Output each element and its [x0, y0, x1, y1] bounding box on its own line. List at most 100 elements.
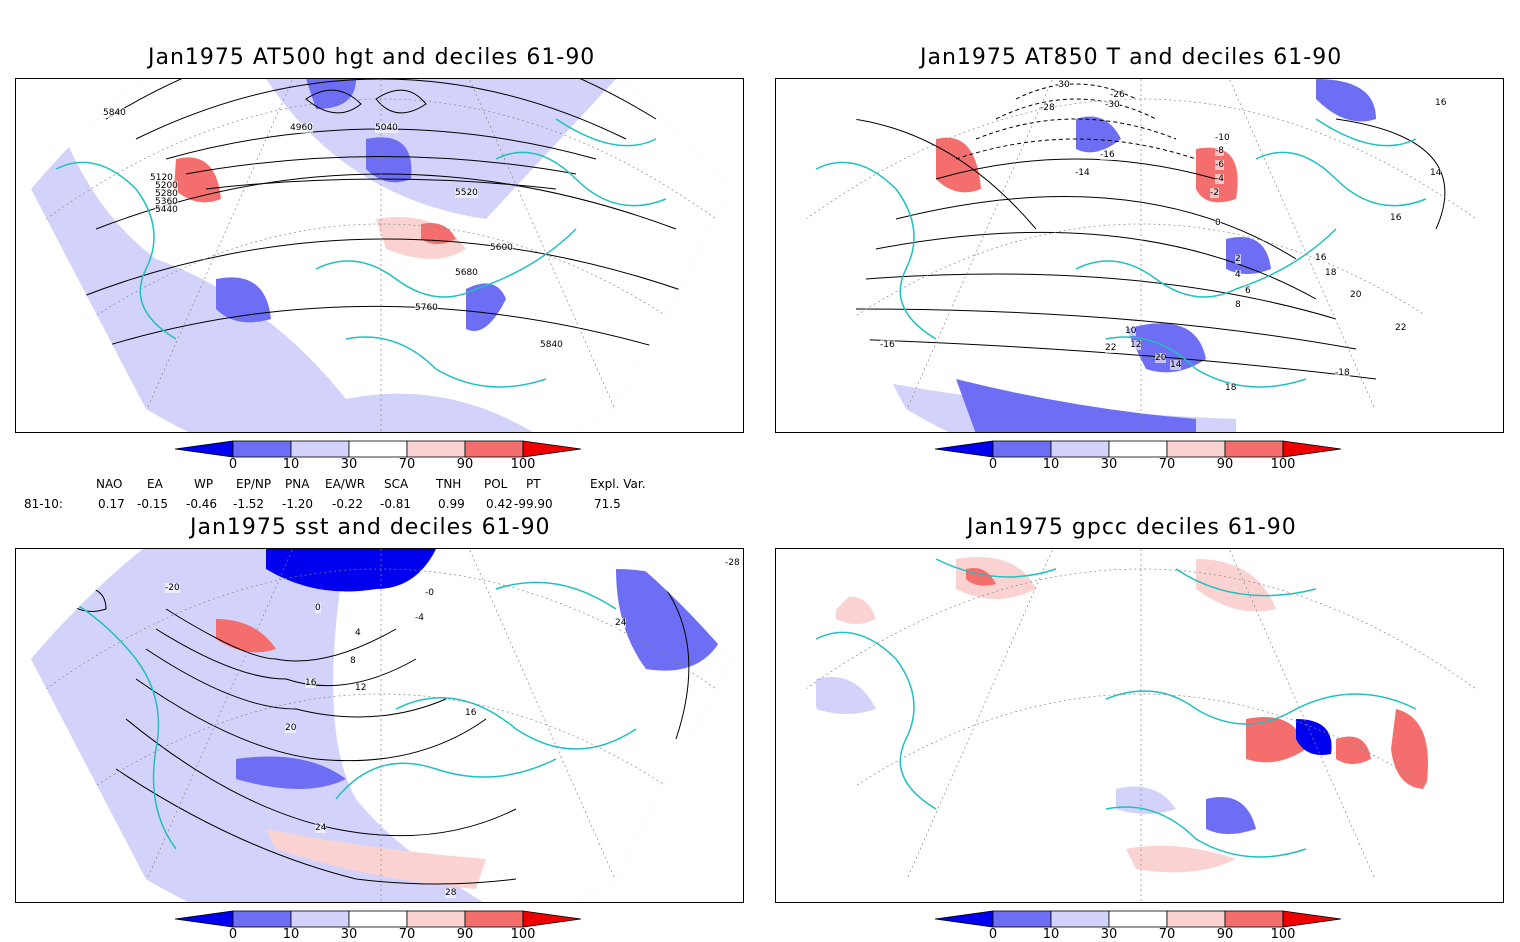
tc-header-eawr: EA/WR	[325, 477, 366, 491]
contour-label: 5840	[103, 108, 126, 118]
colorbar-swatch-3	[1108, 910, 1168, 928]
contour-label: -6	[1215, 160, 1224, 170]
panel-title-t850: Jan1975 AT850 T and deciles 61-90	[920, 45, 1343, 70]
colorbar-swatch-2	[290, 440, 350, 458]
colorbar-svg	[935, 440, 1342, 458]
colorbar-swatch-5	[1224, 910, 1284, 928]
colorbar-svg	[935, 910, 1342, 928]
contour-label: 5440	[155, 205, 178, 215]
contour-label: -18	[1335, 368, 1350, 378]
contour-label: -4	[1215, 174, 1224, 184]
colorbar-swatch-6	[522, 910, 582, 928]
colorbar-swatch-4	[1166, 910, 1226, 928]
tc-header-nao: NAO	[96, 477, 123, 491]
colorbar-label: 90	[456, 927, 474, 942]
colorbar-label: 30	[1100, 927, 1118, 942]
contour-label: 0	[315, 603, 321, 613]
colorbar-swatch-1	[992, 910, 1052, 928]
contour-label: 16	[465, 708, 477, 718]
contour-label: 5120	[150, 173, 173, 183]
colorbar-swatch-0	[935, 440, 994, 458]
contour-label: 5680	[455, 268, 478, 278]
colorbar-label: 90	[456, 457, 474, 472]
colorbar-label: 10	[1042, 457, 1060, 472]
tc-header-pna: PNA	[285, 477, 310, 491]
tc-value-expl-var: 71.5	[594, 497, 621, 511]
colorbar-swatch-6	[522, 440, 582, 458]
colorbar-swatch-6	[1282, 440, 1342, 458]
map-gpcc-svg	[791, 549, 1491, 902]
colorbar-top-right: 0 10 30 70 90 100	[935, 440, 1345, 480]
tc-header-sca: SCA	[384, 477, 409, 491]
contour-label: 4	[355, 628, 361, 638]
colorbar-swatch-4	[1166, 440, 1226, 458]
map-sst-svg	[31, 549, 731, 902]
colorbar-swatch-6	[1282, 910, 1342, 928]
colorbar-swatch-0	[175, 910, 234, 928]
contour-label: 14	[1170, 360, 1182, 370]
tc-value-sca: -0.81	[380, 497, 412, 511]
contour-label: -2	[1210, 188, 1219, 198]
colorbar-label: 30	[340, 457, 358, 472]
colorbar-label: 70	[1158, 457, 1176, 472]
contour-label: 20	[1155, 353, 1167, 363]
colorbar-swatch-1	[992, 440, 1052, 458]
tc-header-epnp: EP/NP	[236, 477, 272, 491]
colorbar-label: 100	[1270, 927, 1296, 942]
contour-label: 8	[1235, 300, 1241, 310]
colorbar-label: 100	[1270, 457, 1296, 472]
contour-label: -8	[1215, 146, 1224, 156]
contour-label: 22	[1395, 323, 1407, 333]
colorbar-swatch-4	[406, 910, 466, 928]
colorbar-label: 90	[1216, 927, 1234, 942]
colorbar-label: 100	[510, 457, 536, 472]
contour-label: 16	[1315, 253, 1327, 263]
colorbar-svg	[175, 910, 582, 928]
contour-label: -16	[880, 340, 895, 350]
colorbar-bottom-right: 0 10 30 70 90 100	[935, 910, 1345, 942]
contour-label: 4960	[290, 123, 313, 133]
contour-label: 20	[1350, 290, 1362, 300]
colorbar-label: 0	[228, 457, 238, 472]
contour-label: 5520	[455, 188, 478, 198]
contour-label: -0	[425, 588, 434, 598]
tc-value-wp: -0.46	[186, 497, 218, 511]
panel-title-sst: Jan1975 sst and deciles 61-90	[190, 515, 551, 540]
contour-label: 16	[305, 678, 317, 688]
tc-header-wp: WP	[194, 477, 214, 491]
contour-label: 6	[1245, 286, 1251, 296]
contour-label: 4	[1235, 270, 1241, 280]
tc-header-pol: POL	[484, 477, 508, 491]
colorbar-svg	[175, 440, 582, 458]
contour-label: 22	[1105, 343, 1117, 353]
colorbar-label: 30	[1100, 457, 1118, 472]
contour-label: -30	[1105, 100, 1120, 110]
contour-label: -28	[725, 558, 740, 568]
colorbar-swatch-3	[348, 910, 408, 928]
colorbar-label: 90	[1216, 457, 1234, 472]
colorbar-swatch-5	[1224, 440, 1284, 458]
contour-label: 0	[1215, 218, 1221, 228]
tc-value-epnp: -1.52	[233, 497, 265, 511]
colorbar-label: 70	[398, 457, 416, 472]
colorbar-bottom-left: 0 10 30 70 90 100	[175, 910, 585, 942]
contour-label: -10	[1215, 133, 1230, 143]
contour-label: 16	[1390, 213, 1402, 223]
tc-value-pna: -1.20	[282, 497, 314, 511]
contour-label: 8	[350, 656, 356, 666]
contour-label: 5040	[375, 123, 398, 133]
colorbar-swatch-2	[1050, 910, 1110, 928]
colorbar-top-left: 0 10 30 70 90 100	[175, 440, 585, 480]
contour-label: 18	[1225, 383, 1237, 393]
colorbar-label: 70	[1158, 927, 1176, 942]
contour-labels-t850: -30 -28 -26 -30 -16 -14 -10 -8 -6 -4 -2 0 2 4 6 8 10 12 14…	[775, 78, 1504, 433]
contour-label: 5280	[155, 189, 178, 199]
tc-value-nao: 0.17	[98, 497, 125, 511]
contour-label: 24	[315, 823, 327, 833]
contour-label: 14	[1430, 168, 1442, 178]
contour-label: 24	[615, 618, 627, 628]
contour-label: 5360	[155, 197, 178, 207]
contour-label: 2	[1235, 254, 1241, 264]
colorbar-swatch-3	[1108, 440, 1168, 458]
contour-label: 5200	[155, 181, 178, 191]
